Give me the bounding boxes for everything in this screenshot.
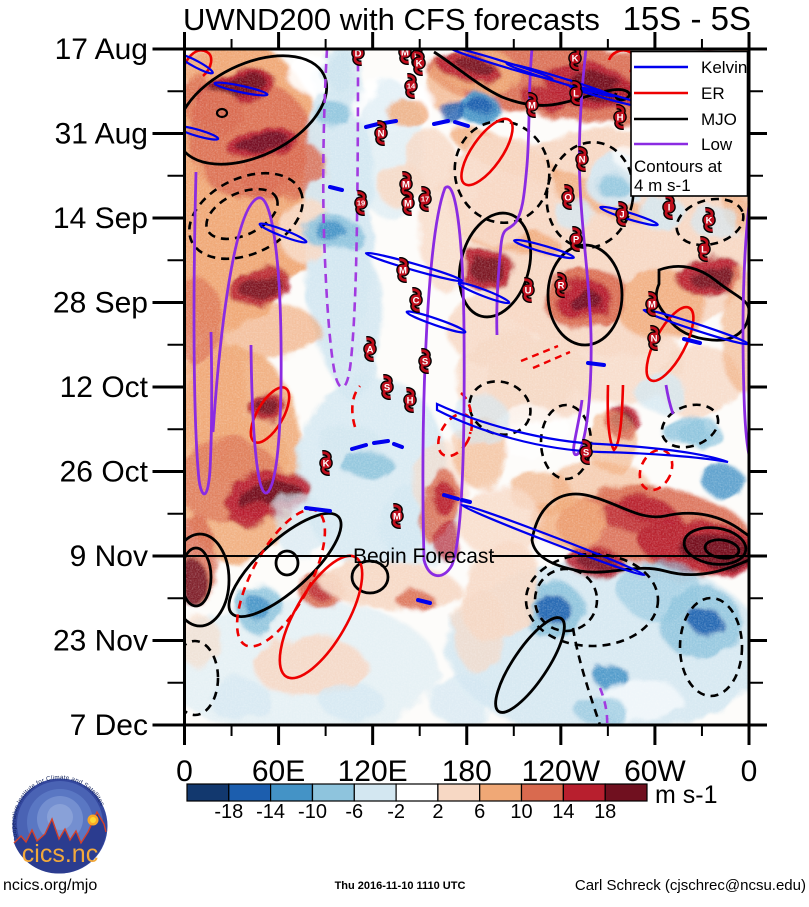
- svg-text:J: J: [619, 209, 624, 220]
- svg-text:Kelvin: Kelvin: [701, 58, 747, 77]
- svg-text:Carl Schreck (cjschrec@ncsu.ed: Carl Schreck (cjschrec@ncsu.edu): [575, 877, 806, 894]
- svg-text:14: 14: [407, 82, 416, 91]
- svg-text:18: 18: [594, 801, 616, 823]
- svg-text:cics.nc: cics.nc: [22, 840, 98, 868]
- svg-text:-14: -14: [256, 801, 285, 823]
- svg-text:H: H: [617, 112, 624, 123]
- svg-text:N: N: [579, 154, 586, 165]
- svg-text:S: S: [422, 356, 428, 367]
- svg-text:2: 2: [432, 801, 443, 823]
- svg-text:0: 0: [741, 755, 758, 788]
- svg-text:O: O: [564, 192, 571, 203]
- svg-text:Thu 2016-11-10 1110 UTC: Thu 2016-11-10 1110 UTC: [335, 880, 466, 892]
- svg-text:U: U: [525, 285, 532, 296]
- svg-text:M: M: [393, 511, 401, 522]
- svg-text:-2: -2: [387, 801, 405, 823]
- svg-text:M: M: [404, 198, 412, 209]
- svg-text:M: M: [402, 179, 410, 190]
- svg-text:m s-1: m s-1: [655, 781, 718, 809]
- svg-text:A: A: [367, 344, 374, 355]
- svg-text:12 Oct: 12 Oct: [60, 371, 149, 404]
- svg-text:N: N: [378, 128, 385, 139]
- svg-text:L: L: [573, 88, 579, 99]
- svg-text:-18: -18: [214, 801, 243, 823]
- svg-text:R: R: [558, 280, 565, 291]
- svg-text:4 m s-1: 4 m s-1: [634, 176, 691, 195]
- svg-text:K: K: [706, 215, 713, 226]
- svg-text:-6: -6: [345, 801, 363, 823]
- svg-text:14 Sep: 14 Sep: [53, 202, 148, 235]
- svg-text:0: 0: [176, 755, 193, 788]
- svg-text:-10: -10: [298, 801, 327, 823]
- svg-text:N: N: [651, 333, 658, 344]
- svg-text:P: P: [573, 234, 580, 245]
- svg-text:26 Oct: 26 Oct: [60, 456, 149, 489]
- svg-text:ER: ER: [701, 84, 725, 103]
- svg-text:60E: 60E: [252, 755, 305, 788]
- svg-text:UWND200 with CFS forecasts: UWND200 with CFS forecasts: [183, 2, 600, 37]
- svg-text:31 Aug: 31 Aug: [55, 118, 148, 151]
- svg-text:Low: Low: [701, 135, 733, 154]
- svg-text:H: H: [407, 395, 414, 406]
- svg-text:15S - 5S: 15S - 5S: [623, 0, 751, 37]
- svg-text:D: D: [355, 48, 362, 59]
- svg-text:C: C: [413, 295, 420, 306]
- svg-text:120E: 120E: [338, 755, 408, 788]
- svg-text:M: M: [528, 100, 536, 111]
- svg-text:ncics.org/mjo: ncics.org/mjo: [3, 877, 97, 894]
- svg-text:S: S: [583, 447, 589, 458]
- svg-text:17 Aug: 17 Aug: [55, 33, 148, 66]
- svg-text:Contours at: Contours at: [634, 157, 722, 176]
- svg-text:23 Nov: 23 Nov: [53, 625, 148, 658]
- svg-text:S: S: [384, 382, 390, 393]
- svg-text:120W: 120W: [522, 755, 601, 788]
- svg-text:MJO: MJO: [701, 110, 737, 129]
- svg-text:Begin Forecast: Begin Forecast: [353, 545, 494, 568]
- svg-text:180: 180: [442, 755, 492, 788]
- svg-text:K: K: [323, 458, 330, 469]
- svg-text:19: 19: [357, 199, 365, 208]
- svg-text:7 Dec: 7 Dec: [70, 709, 148, 742]
- svg-text:9 Nov: 9 Nov: [70, 540, 148, 573]
- svg-text:I: I: [668, 202, 671, 213]
- svg-text:M: M: [401, 47, 409, 58]
- svg-text:28 Sep: 28 Sep: [53, 287, 148, 320]
- svg-text:M: M: [399, 265, 407, 276]
- svg-text:L: L: [701, 244, 707, 255]
- svg-text:K: K: [572, 53, 579, 64]
- svg-text:6: 6: [474, 801, 485, 823]
- svg-text:60W: 60W: [624, 755, 686, 788]
- svg-text:14: 14: [552, 801, 574, 823]
- svg-text:K: K: [416, 58, 423, 69]
- svg-text:M: M: [648, 299, 656, 310]
- svg-text:17: 17: [421, 195, 429, 204]
- svg-text:10: 10: [510, 801, 532, 823]
